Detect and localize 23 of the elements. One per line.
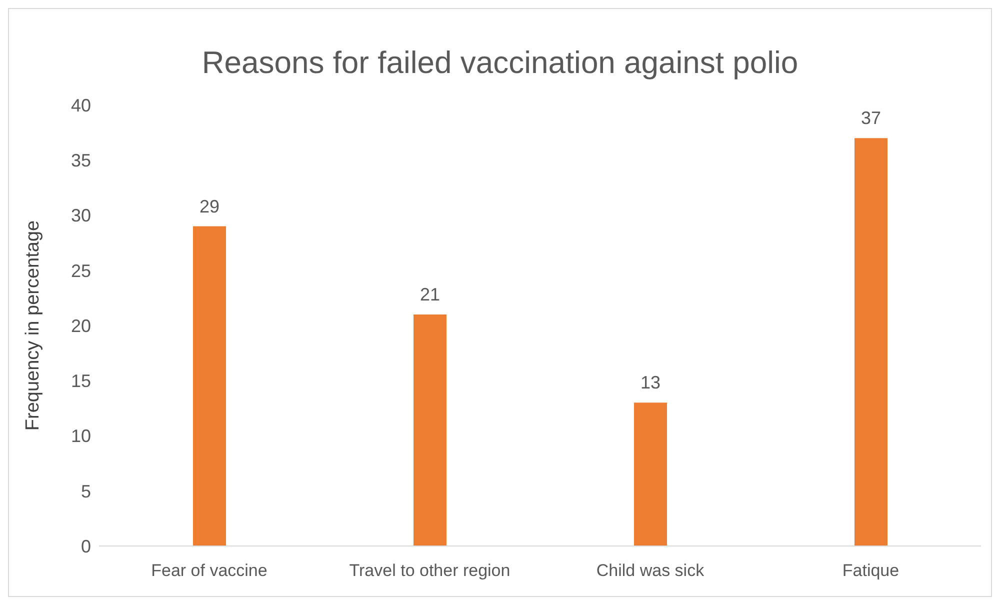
bar bbox=[414, 314, 446, 546]
x-tick-label: Travel to other region bbox=[349, 561, 510, 580]
bar bbox=[193, 226, 226, 546]
y-tick-label: 30 bbox=[70, 206, 91, 226]
data-label: 29 bbox=[199, 196, 220, 216]
y-tick-label: 25 bbox=[70, 260, 91, 281]
y-tick-label: 0 bbox=[80, 536, 91, 556]
y-tick-label: 15 bbox=[70, 371, 91, 392]
x-tick-label: Fear of vaccine bbox=[151, 561, 268, 580]
y-tick-label: 40 bbox=[70, 95, 91, 116]
data-label: 21 bbox=[420, 284, 440, 304]
y-tick-label: 35 bbox=[70, 150, 91, 171]
y-axis-title: Frequency in percentage bbox=[22, 220, 44, 431]
y-tick-label: 20 bbox=[70, 316, 91, 336]
x-tick-label: Fatique bbox=[842, 561, 900, 580]
chart-title: Reasons for failed vaccination against polio bbox=[200, 44, 800, 82]
data-label: 13 bbox=[640, 372, 661, 393]
x-tick-label: Child was sick bbox=[596, 561, 705, 580]
y-tick-label: 5 bbox=[80, 481, 91, 502]
y-tick-label: 10 bbox=[70, 426, 91, 446]
bar bbox=[634, 402, 667, 546]
bar bbox=[854, 138, 888, 546]
data-label: 37 bbox=[860, 108, 882, 128]
